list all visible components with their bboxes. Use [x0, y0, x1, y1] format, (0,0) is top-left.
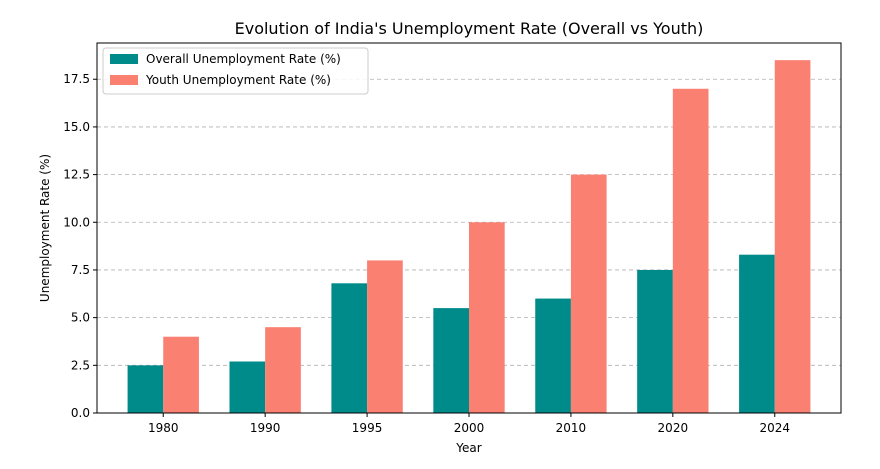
bar-youth-2020	[672, 88, 709, 413]
bar-youth-1990	[265, 327, 301, 413]
bar-youth-1980	[163, 336, 199, 413]
y-tick-label: 0.0	[71, 406, 90, 420]
chart-title: Evolution of India's Unemployment Rate (…	[235, 19, 704, 38]
y-axis-label: Unemployment Rate (%)	[38, 154, 52, 302]
y-tick-label: 2.5	[71, 358, 90, 372]
bar-overall-2000	[433, 308, 469, 413]
legend-label-overall: Overall Unemployment Rate (%)	[146, 52, 341, 66]
bar-overall-2020	[637, 269, 673, 413]
bar-youth-2024	[774, 60, 811, 413]
x-axis-label: Year	[455, 441, 481, 455]
bar-youth-1995	[367, 260, 403, 413]
legend: Overall Unemployment Rate (%) Youth Unem…	[102, 47, 369, 95]
y-tick-label: 15.0	[63, 120, 90, 134]
legend-swatch-overall	[110, 54, 138, 64]
bar-overall-1995	[331, 283, 368, 413]
bar-overall-1980	[127, 365, 164, 413]
y-tick-label: 5.0	[71, 311, 90, 325]
legend-label-youth: Youth Unemployment Rate (%)	[145, 73, 331, 87]
bar-overall-2010	[535, 298, 571, 413]
x-tick-label: 2024	[759, 421, 790, 435]
x-tick-label: 1980	[148, 421, 179, 435]
x-tick-label: 2020	[658, 421, 689, 435]
bar-overall-2024	[739, 254, 775, 413]
x-tick-label: 1990	[250, 421, 281, 435]
x-tick-label: 2000	[454, 421, 485, 435]
bar-overall-1990	[229, 361, 266, 413]
x-tick-label: 1995	[352, 421, 383, 435]
y-tick-label: 7.5	[71, 263, 90, 277]
y-axis: 0.0 2.5 5.0 7.5 10.0 12.5 15.0 17.5	[63, 72, 97, 420]
y-tick-label: 12.5	[63, 168, 90, 182]
y-tick-label: 10.0	[63, 215, 90, 229]
bar-youth-2010	[570, 174, 607, 413]
legend-swatch-youth	[110, 75, 138, 85]
bar-youth-2000	[469, 222, 505, 413]
x-tick-label: 2010	[556, 421, 587, 435]
legend-frame	[102, 47, 369, 95]
x-axis: 1980 1990 1995 2000 2010 2020 2024	[148, 413, 790, 435]
y-tick-label: 17.5	[63, 72, 90, 86]
bars	[127, 60, 811, 413]
